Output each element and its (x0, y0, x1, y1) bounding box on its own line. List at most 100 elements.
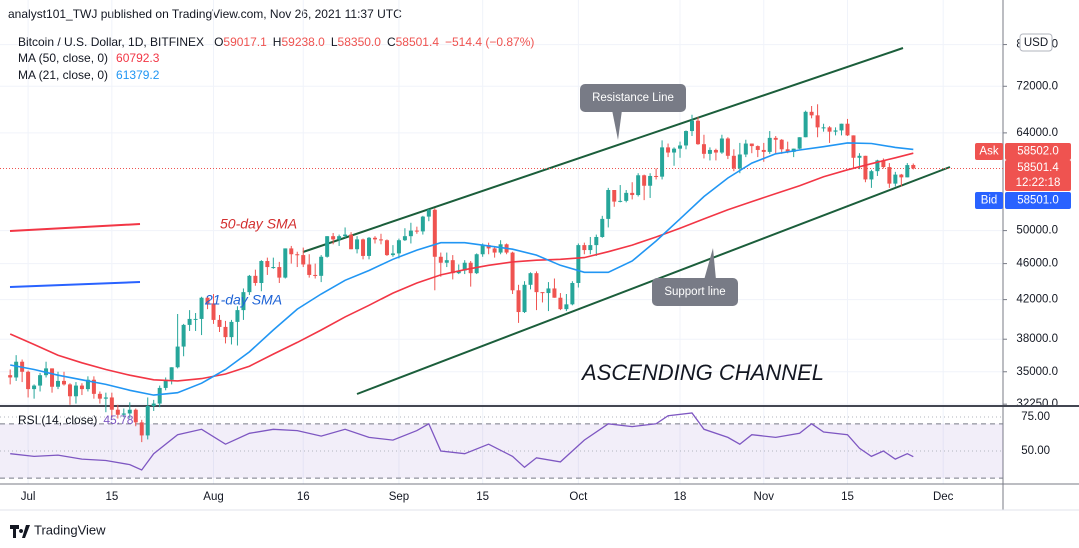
channel-upper (302, 47, 904, 253)
candle-body (259, 261, 264, 283)
candle-body (570, 282, 575, 305)
ask-price-box (1005, 143, 1071, 160)
candle-body (361, 239, 366, 256)
candle-body (319, 256, 324, 276)
channel-label: ASCENDING CHANNEL (580, 360, 824, 385)
x-tick-label: 16 (297, 491, 310, 503)
candle-body (26, 371, 31, 390)
candle-body (414, 230, 419, 232)
ohlc-value: 58501.4 (396, 35, 440, 49)
candle-body (426, 209, 431, 217)
bid-tag: Bid (981, 195, 998, 207)
candle-body (576, 245, 581, 283)
y-tick-label: 46000.0 (1016, 258, 1058, 270)
candle-body (713, 149, 718, 153)
candle-body (157, 387, 162, 404)
candle-body (247, 275, 252, 293)
candle-body (678, 145, 683, 149)
candle-body (73, 385, 78, 397)
candle-body (624, 192, 629, 201)
candle-body (241, 292, 246, 311)
candle-body (911, 164, 916, 169)
candle-body (432, 209, 437, 257)
candle-body (456, 270, 461, 274)
candle-body (689, 120, 694, 132)
logo-mark (10, 525, 30, 538)
candle-body (450, 260, 455, 274)
candle-body (684, 131, 689, 146)
candle-body (737, 154, 742, 169)
candle-body (14, 361, 19, 378)
candle-body (606, 190, 611, 219)
candle-body (666, 147, 671, 153)
x-tick-label: Jul (21, 491, 36, 503)
ohlc-key: L (331, 35, 338, 49)
x-tick-label: Aug (203, 491, 223, 503)
candle-body (373, 237, 378, 240)
ohlc-key: C (387, 35, 396, 49)
candle-body (546, 288, 551, 294)
candle-body (50, 368, 55, 387)
candle-body (384, 240, 389, 256)
x-tick-label: 15 (105, 491, 118, 503)
candle-body (815, 115, 820, 128)
symbol-title: Bitcoin / U.S. Dollar, 1D, BITFINEX (18, 35, 204, 49)
candle-body (827, 127, 832, 132)
candle-body (522, 284, 527, 313)
candle-body (199, 297, 204, 319)
ask-tag-box (975, 143, 1003, 160)
candle-body (91, 379, 96, 394)
candle-body (612, 190, 617, 202)
bid-price: 58501.0 (1017, 195, 1059, 207)
candle-body (115, 409, 120, 415)
candle-body (32, 385, 37, 390)
candle-body (205, 297, 210, 304)
candle-body (181, 324, 186, 347)
candle-body (761, 149, 766, 152)
candle-body (67, 384, 72, 397)
candle-body (552, 288, 557, 298)
sma50-label: 50-day SMA (220, 216, 297, 232)
x-tick-label: 15 (841, 491, 854, 503)
ma-line (10, 142, 914, 396)
candle-body (396, 240, 401, 254)
candle-body (79, 385, 84, 390)
candle-body (343, 234, 348, 237)
candle-body (755, 146, 760, 150)
candle-body (163, 379, 168, 388)
currency-badge (1019, 33, 1053, 52)
resistance-label-pointer (612, 110, 622, 140)
candle-body (420, 216, 425, 232)
last-price: 58501.4 (1017, 162, 1059, 174)
candle-body (869, 171, 874, 180)
candle-body (588, 245, 593, 251)
candle-body (85, 379, 90, 390)
candle-body (38, 375, 43, 386)
candle-body (139, 422, 144, 436)
candle-body (743, 143, 748, 155)
candle-body (444, 260, 449, 263)
candle-body (145, 406, 150, 436)
candle-body (833, 130, 838, 132)
x-tick-label: Dec (933, 491, 954, 503)
support-label-box (652, 278, 738, 306)
candle-body (498, 244, 503, 253)
x-tick-label: Oct (569, 491, 588, 503)
candle-body (672, 148, 677, 153)
candle-body (528, 273, 533, 285)
countdown: 12:22:18 (1016, 177, 1061, 189)
support-label-pointer (704, 248, 716, 280)
candle-body (253, 275, 258, 283)
ask-price: 58502.0 (1017, 146, 1059, 158)
candle-body (367, 237, 372, 256)
candle-body (313, 274, 318, 276)
candle-body (462, 262, 467, 271)
ma-line (9, 152, 914, 382)
y-tick-label: 72000.0 (1016, 80, 1058, 92)
ma-value: 60792.3 (116, 51, 160, 65)
candle-body (127, 409, 132, 414)
candle-body (301, 255, 306, 265)
candle-body (408, 230, 413, 237)
candle-body (845, 123, 850, 136)
x-tick-label: 18 (674, 491, 687, 503)
